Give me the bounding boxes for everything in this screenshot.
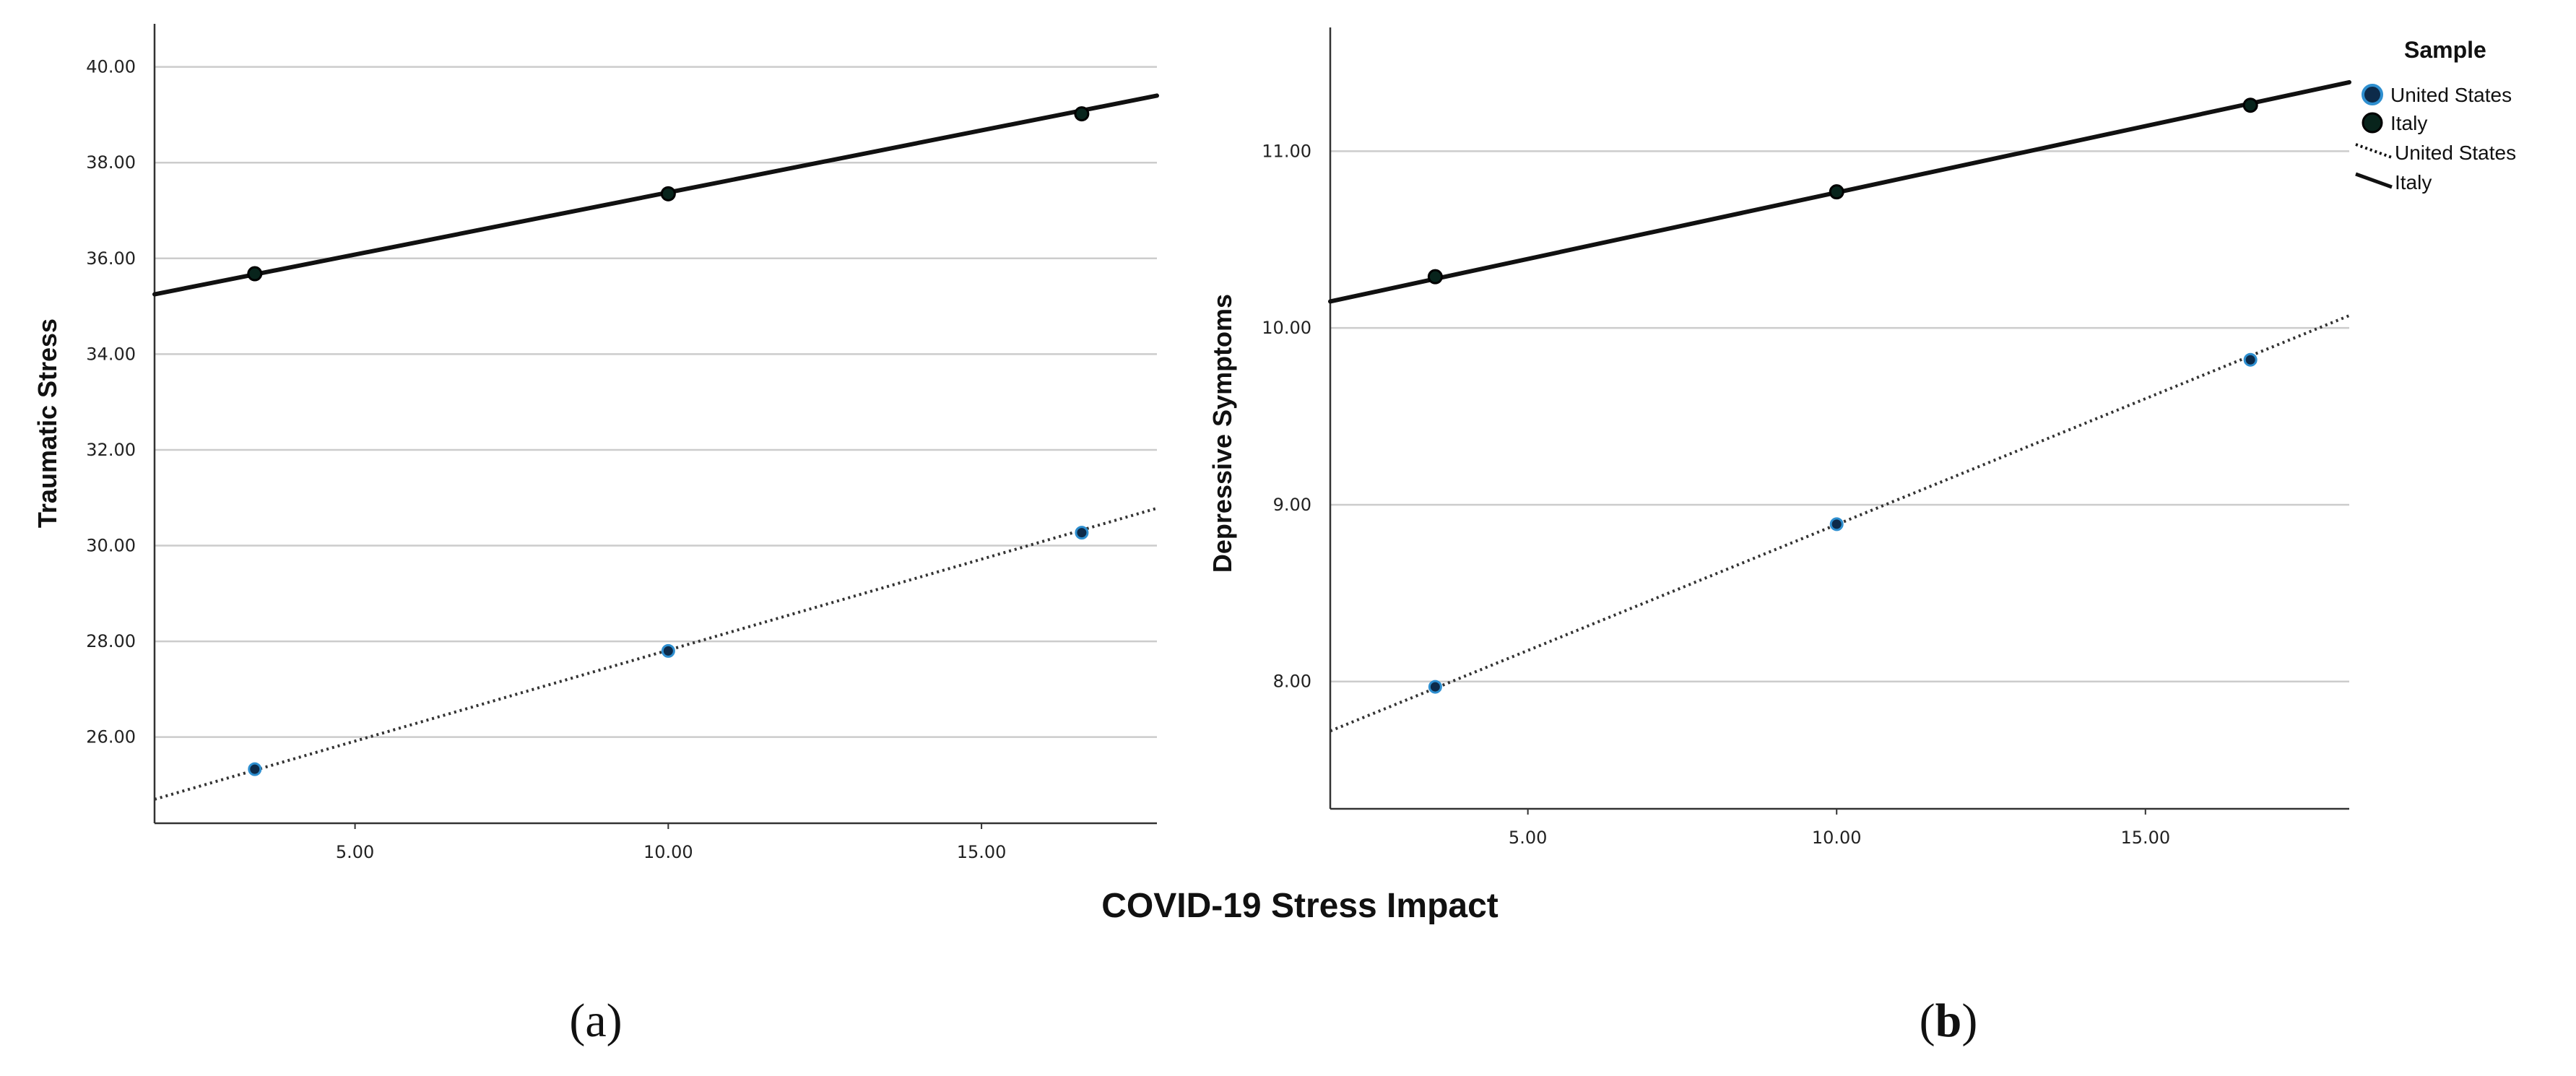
panel-a-y-tick-label: 30.00	[86, 536, 136, 556]
panel-b-points	[1427, 97, 2258, 694]
panel-b-y-label: Depressive Symptoms	[1207, 294, 1237, 573]
panel-label-a: (a)	[569, 994, 622, 1047]
panel-a-fit-line-italy	[152, 93, 1159, 297]
panel-b-point-united-states	[1428, 680, 1442, 694]
legend-line-label-united-states: United States	[2395, 142, 2516, 164]
legend-marker-united-states	[2362, 84, 2383, 105]
panel-b-point-italy	[2242, 97, 2258, 113]
legend-line-label-italy: Italy	[2395, 171, 2432, 194]
panel-a-point-italy	[1074, 106, 1090, 122]
panel-a-x-tick-label: 10.00	[643, 842, 693, 862]
panel-label-b: (b)	[1920, 994, 1978, 1047]
panel-b: 8.00 9.00 10.00 11.00 5.00 10.00 15.00 Depres…	[1207, 27, 2351, 848]
panel-b-fit-lines	[1328, 79, 2351, 733]
panel-a-x-tick-label: 15.00	[957, 842, 1007, 862]
panel-b-x-tick-label: 15.00	[2120, 828, 2170, 848]
panel-b-point-italy	[1829, 184, 1844, 200]
panel-a-point-italy	[247, 266, 263, 282]
panel-a-y-ticks: 26.00 28.00 30.00 32.00 34.00 36.00 38.00 40.00	[86, 57, 136, 747]
panel-a-x-ticks: 5.00 10.00 15.00	[336, 823, 1007, 862]
panel-a-y-tick-label: 32.00	[86, 440, 136, 460]
panel-a-y-tick-label: 34.00	[86, 344, 136, 364]
legend-marker-label-italy: Italy	[2390, 112, 2427, 134]
panel-b-point-united-states	[2243, 352, 2258, 367]
panel-b-y-tick-label: 9.00	[1273, 495, 1311, 515]
panel-a-points	[247, 106, 1090, 776]
legend-line-united-states	[2355, 143, 2393, 159]
legend-title: Sample	[2404, 37, 2486, 63]
panel-b-y-tick-label: 11.00	[1262, 141, 1311, 161]
panel-a-point-italy	[660, 186, 676, 201]
panel-a-point-united-states	[248, 762, 262, 776]
panel-b-y-ticks: 8.00 9.00 10.00 11.00	[1262, 141, 1311, 691]
panel-a-gridlines	[155, 66, 1157, 738]
legend-marker-italy	[2362, 112, 2383, 134]
panel-b-y-tick-label: 8.00	[1273, 672, 1311, 692]
panel-b-x-tick-label: 5.00	[1509, 828, 1547, 848]
panel-a-fit-line-united-states	[154, 506, 1158, 801]
panel-a-point-united-states	[1075, 526, 1089, 540]
panel-a-y-tick-label: 26.00	[86, 727, 136, 747]
panel-a-point-united-states	[661, 643, 675, 658]
legend-line-italy	[2355, 172, 2393, 189]
panel-a-y-label: Traumatic Stress	[32, 318, 62, 528]
panel-b-x-tick-label: 10.00	[1812, 828, 1862, 848]
panel-a-y-tick-label: 38.00	[86, 152, 136, 173]
legend: Sample United States Italy United States…	[2355, 37, 2516, 194]
panel-b-point-united-states	[1829, 517, 1844, 532]
panel-a-y-tick-label: 36.00	[86, 248, 136, 269]
panel-b-x-ticks: 5.00 10.00 15.00	[1509, 809, 2170, 848]
panel-b-y-tick-label: 10.00	[1262, 318, 1311, 338]
panel-a-fit-lines	[152, 93, 1159, 801]
panel-b-point-italy	[1427, 269, 1443, 285]
panel-a: 26.00 28.00 30.00 32.00 34.00 36.00 38.00 40.00…	[32, 24, 1159, 862]
shared-x-label: COVID-19 Stress Impact	[1101, 887, 1499, 925]
panel-a-y-tick-label: 28.00	[86, 631, 136, 651]
panel-b-gridlines	[1330, 150, 2349, 682]
panel-a-y-tick-label: 40.00	[86, 57, 136, 77]
legend-marker-label-united-states: United States	[2390, 84, 2512, 106]
panel-a-x-tick-label: 5.00	[336, 842, 374, 862]
